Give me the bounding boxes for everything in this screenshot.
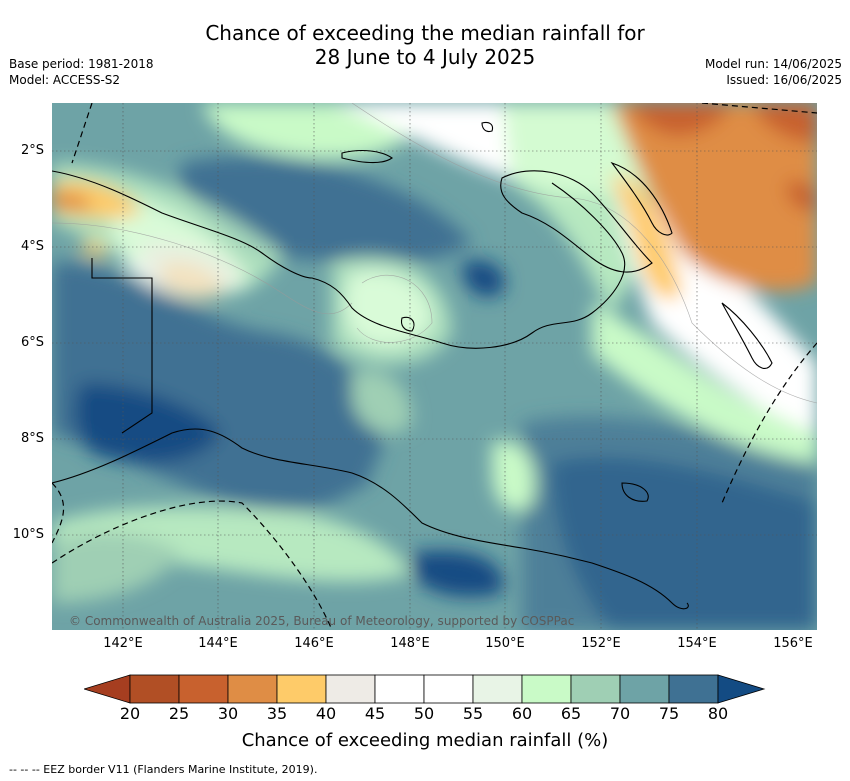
zone-30-35-ne <box>612 103 817 292</box>
zone-80-center <box>462 260 505 297</box>
lat-label-10s: 10°S <box>12 527 44 542</box>
coast-island-center <box>400 316 415 332</box>
colorbar-tick-label: 35 <box>266 704 288 723</box>
chart-title-line1: Chance of exceeding the median rainfall … <box>205 21 645 45</box>
zone-35-40-ne <box>612 173 682 300</box>
colorbar-arrow-low <box>84 674 131 704</box>
zone-25-30-ne3 <box>786 181 817 213</box>
zone-75-se <box>522 416 817 630</box>
zone-25-30-ne <box>632 103 732 136</box>
issued-label: Issued: 16/06/2025 <box>726 73 842 87</box>
lon-label-156e: 156°E <box>773 636 813 651</box>
lon-label-142e: 142°E <box>103 636 143 651</box>
base-period-label: Base period: 1981-2018 <box>9 57 154 71</box>
colorbar-tick-label: 55 <box>462 704 484 723</box>
lat-label-4s: 4°S <box>20 239 44 254</box>
colorbar-tick-label: 75 <box>658 704 680 723</box>
lat-label-6s: 6°S <box>20 335 44 350</box>
colorbar-tick-label: 80 <box>707 704 729 723</box>
colorbar-cell <box>423 674 474 704</box>
coast-island-se <box>621 482 649 502</box>
lon-label-150e: 150°E <box>485 636 525 651</box>
colorbar-tick-label: 45 <box>364 704 386 723</box>
map-credit: © Commonwealth of Australia 2025, Bureau… <box>69 614 574 628</box>
colorbar-tick-label: 70 <box>609 704 631 723</box>
zone-65-southwest <box>52 532 182 603</box>
rainfall-map[interactable]: © Commonwealth of Australia 2025, Bureau… <box>52 103 817 630</box>
coast-bougainville <box>721 302 773 369</box>
colorbar-cell <box>325 674 376 704</box>
colorbar-tick-label: 60 <box>511 704 533 723</box>
coast-new-guinea-south <box>52 428 689 610</box>
lon-label-146e: 146°E <box>294 636 334 651</box>
colorbar-tick-label: 40 <box>315 704 337 723</box>
colorbar-cell <box>668 674 719 704</box>
colorbar-title: Chance of exceeding median rainfall (%) <box>241 730 609 751</box>
zone-35-40-west3 <box>82 241 107 256</box>
lon-label-148e: 148°E <box>390 636 430 651</box>
zone-30-35-west <box>52 191 92 212</box>
colorbar-cell <box>227 674 278 704</box>
eez-legend-note: -- -- -- EEZ border V11 (Flanders Marine… <box>9 763 318 776</box>
colorbar-tick-label: 50 <box>413 704 435 723</box>
zone-60-65-north <box>202 103 418 159</box>
eez-border-nw <box>71 103 93 164</box>
contour-line-1 <box>52 222 353 315</box>
coast-island-small <box>481 121 494 133</box>
colorbar-tick-label: 30 <box>217 704 239 723</box>
colorbar-cell <box>374 674 425 704</box>
colorbar-arrow-high <box>717 674 766 704</box>
colorbar-cell <box>570 674 621 704</box>
coast-new-ireland <box>610 161 673 236</box>
contour-line-3 <box>356 274 433 343</box>
eez-border-east <box>721 342 817 504</box>
zone-60-south <box>52 506 412 582</box>
chart-title-line2: 28 June to 4 July 2025 <box>314 45 536 69</box>
coast-png-border <box>91 258 153 434</box>
lat-label-8s: 8°S <box>20 431 44 446</box>
zone-80-west <box>75 383 222 464</box>
zone-60-northeast <box>502 103 660 313</box>
colorbar-cell <box>178 674 229 704</box>
coast-island-north <box>341 149 393 164</box>
lon-label-154e: 154°E <box>677 636 717 651</box>
zone-70-mid <box>352 370 412 434</box>
coast-new-britain <box>500 170 653 273</box>
eez-border-south <box>52 500 333 630</box>
lon-label-144e: 144°E <box>198 636 238 651</box>
colorbar-cell <box>472 674 523 704</box>
colorbar-cell <box>619 674 670 704</box>
colorbar-tick-label: 20 <box>119 704 141 723</box>
colorbar-cell <box>129 674 180 704</box>
coast-new-guinea-north <box>52 170 626 349</box>
model-label: Model: ACCESS-S2 <box>9 73 121 87</box>
zone-80-south <box>412 550 504 597</box>
contour-line-2 <box>351 103 817 404</box>
lat-label-2s: 2°S <box>20 143 44 158</box>
colorbar <box>84 674 766 704</box>
eez-border-west <box>52 482 65 544</box>
colorbar-cell <box>276 674 327 704</box>
zone-25-30-ne2 <box>752 103 817 143</box>
colorbar-tick-label: 25 <box>168 704 190 723</box>
model-run-label: Model run: 14/06/2025 <box>704 57 842 71</box>
zone-65-south-center <box>492 441 535 512</box>
colorbar-tick-label: 65 <box>560 704 582 723</box>
zone-45-west <box>142 242 242 298</box>
colorbar-cell <box>521 674 572 704</box>
lon-label-152e: 152°E <box>581 636 621 651</box>
